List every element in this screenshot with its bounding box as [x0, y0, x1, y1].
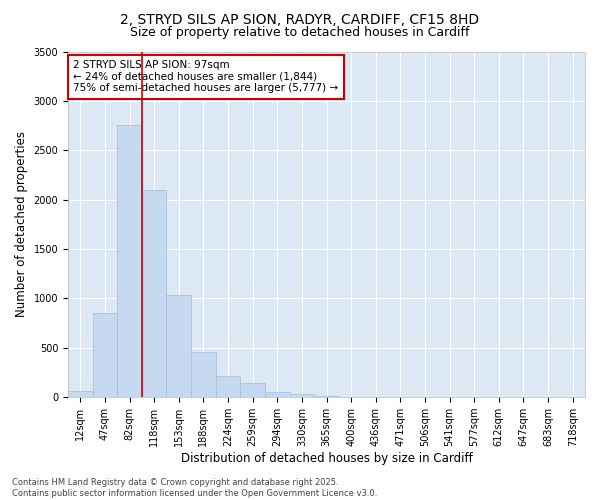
Bar	[216, 376, 241, 397]
Bar	[166, 296, 191, 397]
Text: Size of property relative to detached houses in Cardiff: Size of property relative to detached ho…	[130, 26, 470, 39]
Bar	[117, 124, 142, 397]
Bar	[314, 396, 339, 397]
Bar	[142, 190, 166, 397]
Text: 2, STRYD SILS AP SION, RADYR, CARDIFF, CF15 8HD: 2, STRYD SILS AP SION, RADYR, CARDIFF, C…	[121, 12, 479, 26]
Bar	[68, 392, 92, 397]
Bar	[241, 383, 265, 397]
Text: Contains HM Land Registry data © Crown copyright and database right 2025.
Contai: Contains HM Land Registry data © Crown c…	[12, 478, 377, 498]
Bar	[191, 352, 216, 397]
Bar	[265, 392, 290, 397]
Bar	[290, 394, 314, 397]
Bar	[92, 314, 117, 397]
X-axis label: Distribution of detached houses by size in Cardiff: Distribution of detached houses by size …	[181, 452, 472, 465]
Y-axis label: Number of detached properties: Number of detached properties	[15, 132, 28, 318]
Text: 2 STRYD SILS AP SION: 97sqm
← 24% of detached houses are smaller (1,844)
75% of : 2 STRYD SILS AP SION: 97sqm ← 24% of det…	[73, 60, 338, 94]
